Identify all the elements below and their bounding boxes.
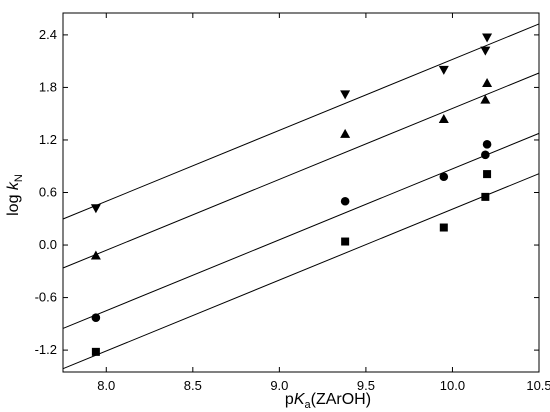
y-axis-title: log kN <box>5 174 25 216</box>
x-tick-label: 10.0 <box>440 378 465 393</box>
fit-line-circle <box>62 132 540 329</box>
data-point-square <box>341 237 350 246</box>
data-point-square <box>481 192 490 201</box>
data-point-circle <box>481 150 490 160</box>
data-point-square <box>439 223 448 232</box>
data-point-triangle-down <box>340 90 351 100</box>
y-tick-label: -0.6 <box>35 290 57 305</box>
data-point-square <box>483 170 492 179</box>
fit-line-triangle-down <box>62 23 540 220</box>
y-tick-label: 0.6 <box>39 185 57 200</box>
y-tick-label: 2.4 <box>39 27 57 42</box>
y-tick-label: 1.2 <box>39 132 57 147</box>
x-tick-label: 10.5 <box>526 378 550 393</box>
data-point-square <box>91 347 100 356</box>
data-point-circle <box>91 313 101 323</box>
data-points <box>90 33 493 356</box>
x-tick-label: 9.5 <box>357 378 375 393</box>
data-point-circle <box>482 140 492 149</box>
data-point-triangle-down <box>480 46 491 56</box>
x-tick-label: 8.0 <box>97 378 115 393</box>
data-point-circle <box>439 172 449 182</box>
x-axis-title: pKa(ZArOH) <box>285 391 371 411</box>
y-tick-label: 1.8 <box>39 79 57 94</box>
y-tick-label: 0.0 <box>39 237 57 252</box>
data-point-triangle-up <box>482 78 493 88</box>
fit-line-triangle-up <box>62 72 540 269</box>
x-tick-label: 8.5 <box>184 378 202 393</box>
data-point-triangle-up <box>438 113 449 123</box>
data-point-circle <box>340 196 350 206</box>
y-axis: -1.2 -0.6 0.0 0.6 1.2 1.8 2.4 <box>35 27 539 357</box>
data-point-triangle-up <box>340 128 351 138</box>
data-point-triangle-down <box>438 65 449 75</box>
data-point-triangle-up <box>480 94 491 104</box>
x-axis: 8.0 8.5 9.0 9.5 10.0 10.5 <box>97 13 550 393</box>
data-point-triangle-up <box>90 250 101 260</box>
plot-area <box>62 12 540 373</box>
x-tick-label: 9.0 <box>270 378 288 393</box>
fit-lines <box>62 23 540 370</box>
data-point-triangle-down <box>90 204 101 214</box>
fit-line-square <box>62 173 540 370</box>
y-tick-label: -1.2 <box>35 342 57 357</box>
plot-frame <box>62 12 540 373</box>
data-point-triangle-down <box>482 33 493 43</box>
